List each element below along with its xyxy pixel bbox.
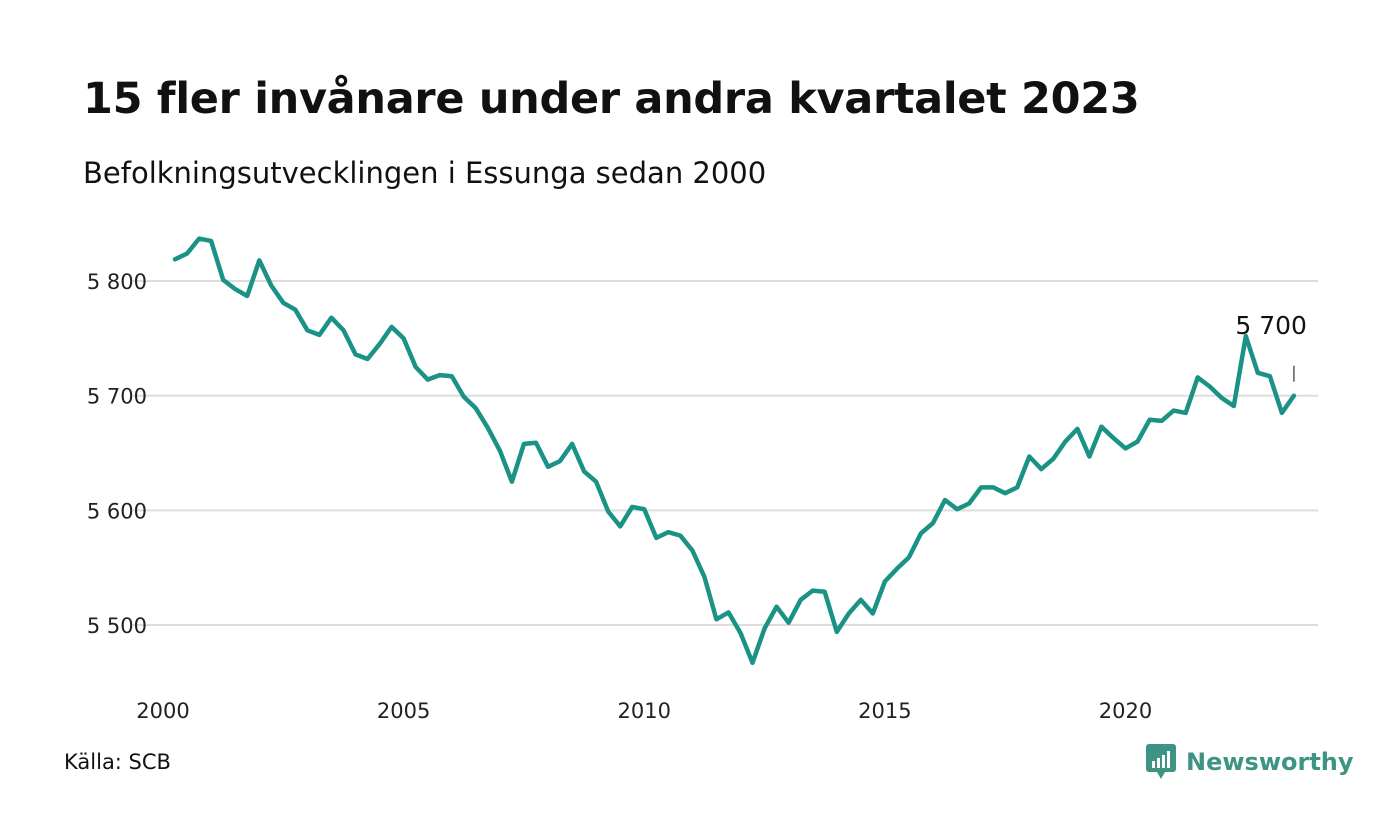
- end-annotation: 5 700: [1235, 311, 1307, 382]
- x-tick-label: 2005: [377, 699, 430, 723]
- x-tick-label: 2010: [618, 699, 671, 723]
- x-axis-ticks: 2000 2005 2010 2015 2020: [136, 699, 1152, 723]
- x-tick-label: 2015: [858, 699, 911, 723]
- brand-name: Newsworthy: [1186, 748, 1354, 776]
- chart-subtitle: Befolkningsutvecklingen i Essunga sedan …: [83, 156, 767, 190]
- gridlines: [133, 280, 1318, 626]
- y-tick-label: 5 700: [87, 385, 147, 409]
- x-tick-label: 2000: [136, 699, 189, 723]
- y-axis-ticks: 5 500 5 600 5 700 5 800: [87, 270, 147, 638]
- end-value-label: 5 700: [1235, 311, 1307, 340]
- newsworthy-logo[interactable]: Newsworthy: [1146, 744, 1354, 780]
- y-tick-label: 5 800: [87, 270, 147, 294]
- newsworthy-chart-icon: [1146, 744, 1176, 779]
- y-tick-label: 5 500: [87, 614, 147, 638]
- x-tick-label: 2020: [1099, 699, 1152, 723]
- source-note: Källa: SCB: [64, 750, 171, 774]
- y-tick-label: 5 600: [87, 499, 147, 523]
- population-series-line: [172, 236, 1297, 666]
- chart-title: 15 fler invånare under andra kvartalet 2…: [83, 74, 1140, 124]
